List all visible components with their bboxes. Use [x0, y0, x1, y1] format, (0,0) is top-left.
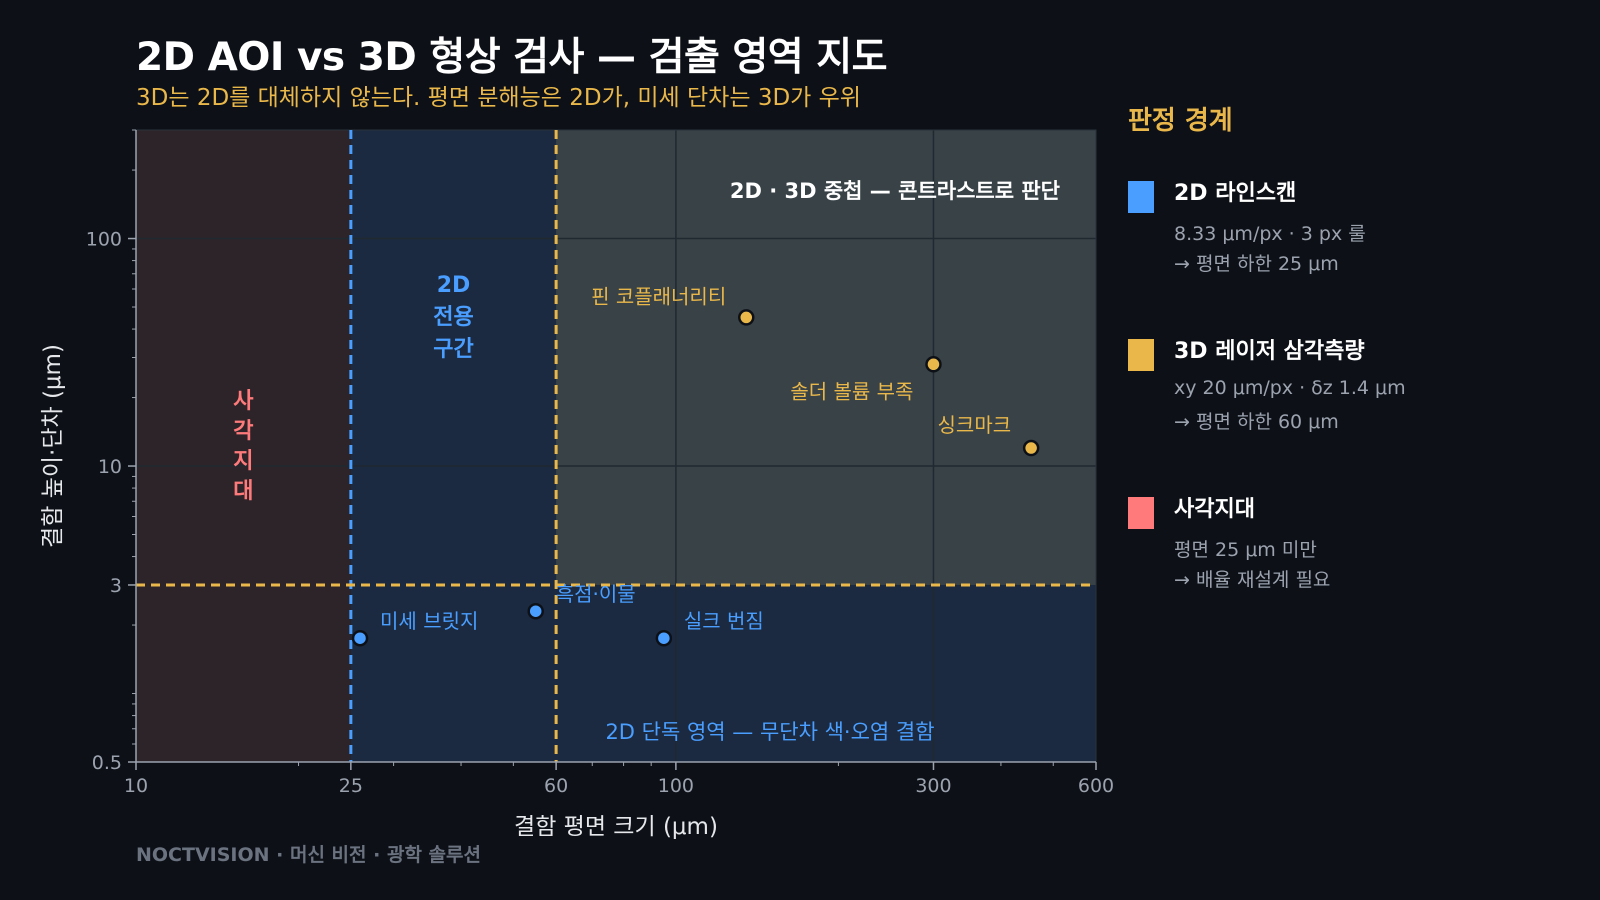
legend-limit-blind: → 배율 재설계 필요: [1174, 569, 1331, 591]
legend-limit-3d: → 평면 하한 60 μm: [1174, 411, 1339, 433]
data-label: 핀 코플래너리티: [591, 284, 726, 308]
zone-blind: [136, 130, 351, 762]
x-tick-label: 300: [915, 775, 951, 797]
zone-label-2d-only-line: 구간: [433, 337, 473, 362]
data-point: [1022, 439, 1040, 457]
zone-label-blind-line: 각: [233, 419, 253, 444]
data-label: 미세 브릿지: [380, 609, 478, 633]
data-label: 실크 번짐: [684, 609, 764, 633]
legend-item-blind: 사각지대 평면 25 μm 미만 → 배율 재설계 필요: [1128, 491, 1588, 649]
y-tick-label: 0.5: [92, 752, 122, 774]
data-point: [738, 309, 755, 326]
legend-name-blind: 사각지대: [1174, 497, 1255, 522]
zone-label-2d-only-line: 전용: [433, 305, 473, 330]
x-axis-title: 결함 평면 크기 (μm): [514, 814, 718, 840]
legend-detail-3d: xy 20 μm/px · δz 1.4 μm: [1174, 377, 1406, 399]
data-point: [655, 629, 673, 647]
data-point: [527, 602, 544, 620]
y-axis-title: 결함 높이·단차 (μm): [40, 344, 66, 548]
x-tick-label: 25: [339, 775, 363, 797]
x-tick-label: 100: [658, 775, 694, 797]
legend-item-3d: 3D 레이저 삼각측량 xy 20 μm/px · δz 1.4 μm → 평면…: [1128, 333, 1588, 491]
zone-label-blind-line: 사: [233, 389, 254, 414]
legend: 판정 경계 2D 라인스캔 8.33 μm/px · 3 px 룰 → 평면 하…: [1128, 100, 1588, 649]
y-tick-label: 3: [110, 575, 122, 597]
legend-detail-2d: 8.33 μm/px · 3 px 룰: [1174, 223, 1366, 245]
zone-label-blind-line: 대: [233, 479, 253, 504]
y-tick-label: 10: [98, 456, 122, 478]
zone-label-blind-line: 지: [233, 449, 253, 474]
legend-swatch-3d: [1128, 339, 1154, 371]
chart-subtitle: 3D는 2D를 대체하지 않는다. 평면 분해능은 2D가, 미세 단차는 3D…: [136, 85, 861, 111]
x-tick-label: 60: [544, 775, 568, 797]
zone-label-overlap: 2D · 3D 중첩 — 콘트라스트로 판단: [730, 179, 1060, 203]
legend-limit-2d: → 평면 하한 25 μm: [1174, 253, 1339, 275]
chart-title: 2D AOI vs 3D 형상 검사 — 검출 영역 지도: [136, 35, 888, 80]
footer-brand: NOCTVISION · 머신 비전 · 광학 솔루션: [136, 844, 481, 866]
legend-item-2d: 2D 라인스캔 8.33 μm/px · 3 px 룰 → 평면 하한 25 μ…: [1128, 175, 1588, 333]
legend-swatch-2d: [1128, 181, 1154, 213]
data-label: 싱크마크: [938, 413, 1012, 437]
legend-name-3d: 3D 레이저 삼각측량: [1174, 339, 1365, 364]
data-point: [925, 356, 942, 373]
legend-title: 판정 경계: [1128, 106, 1233, 136]
data-label: 솔더 볼륨 부족: [790, 379, 913, 403]
legend-name-2d: 2D 라인스캔: [1174, 181, 1297, 206]
x-tick-label: 10: [124, 775, 148, 797]
data-point: [351, 629, 369, 647]
data-label: 흑점·이물: [556, 582, 636, 606]
zone-overlap: [556, 130, 1096, 585]
zone-label-blind: 사각지대: [233, 389, 254, 504]
zone-label-2d-alone: 2D 단독 영역 — 무단차 색·오염 결함: [605, 720, 934, 744]
legend-detail-blind: 평면 25 μm 미만: [1174, 539, 1317, 561]
y-tick-label: 100: [86, 229, 122, 251]
legend-swatch-blind: [1128, 497, 1154, 529]
zone-label-2d-only-line: 2D: [437, 273, 471, 298]
x-tick-label: 600: [1078, 775, 1114, 797]
